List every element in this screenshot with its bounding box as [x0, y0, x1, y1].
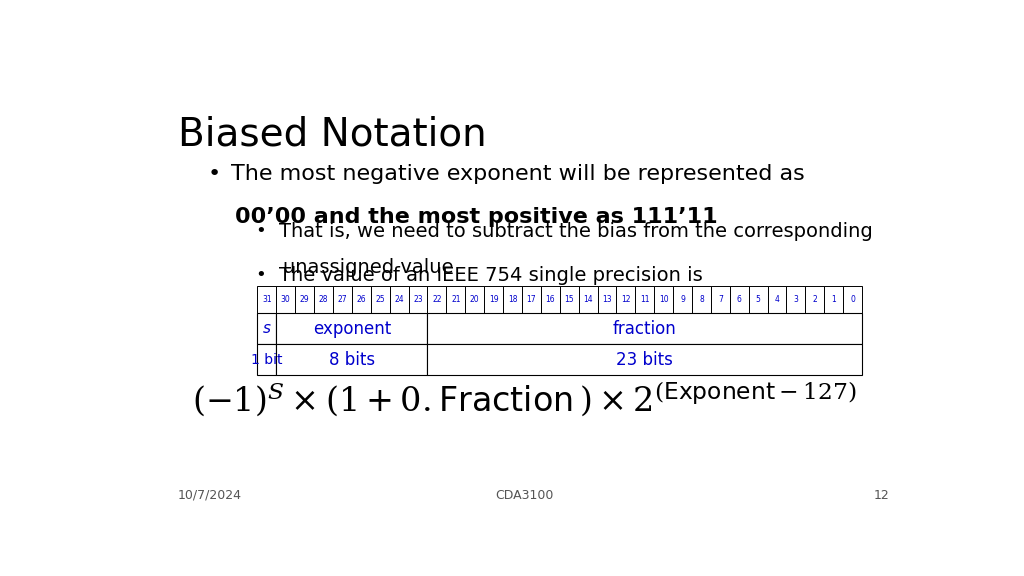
- Bar: [522, 286, 541, 313]
- Text: 20: 20: [470, 295, 479, 304]
- Text: 22: 22: [432, 295, 441, 304]
- Bar: [711, 286, 730, 313]
- Text: •: •: [255, 222, 265, 240]
- Text: 23: 23: [413, 295, 423, 304]
- Text: 23 bits: 23 bits: [616, 351, 673, 369]
- Bar: [409, 286, 427, 313]
- Text: 8: 8: [699, 295, 703, 304]
- Text: Biased Notation: Biased Notation: [178, 116, 486, 154]
- Text: 5: 5: [756, 295, 761, 304]
- Text: 13: 13: [602, 295, 611, 304]
- Text: exponent: exponent: [312, 320, 391, 338]
- Bar: [484, 286, 503, 313]
- Text: 9: 9: [680, 295, 685, 304]
- Bar: [276, 286, 295, 313]
- Bar: [427, 286, 446, 313]
- Text: 00’00 and the most positive as 111’11: 00’00 and the most positive as 111’11: [236, 207, 718, 226]
- Bar: [541, 286, 560, 313]
- Bar: [276, 344, 427, 375]
- Text: 0: 0: [850, 295, 855, 304]
- Bar: [352, 286, 371, 313]
- Text: 21: 21: [451, 295, 461, 304]
- Bar: [427, 344, 862, 375]
- Text: 2: 2: [812, 295, 817, 304]
- Bar: [446, 286, 465, 313]
- Bar: [654, 286, 673, 313]
- Bar: [806, 286, 824, 313]
- Text: 8 bits: 8 bits: [329, 351, 375, 369]
- Text: 12: 12: [622, 295, 631, 304]
- Text: 3: 3: [794, 295, 799, 304]
- Bar: [295, 286, 314, 313]
- Text: fraction: fraction: [613, 320, 677, 338]
- Text: CDA3100: CDA3100: [496, 488, 554, 502]
- Bar: [786, 286, 806, 313]
- Bar: [730, 286, 749, 313]
- Text: 1: 1: [831, 295, 837, 304]
- Text: 25: 25: [376, 295, 385, 304]
- Text: The value of an IEEE 754 single precision is: The value of an IEEE 754 single precisio…: [279, 267, 702, 286]
- Text: •: •: [207, 165, 220, 184]
- Bar: [427, 313, 862, 344]
- Text: 14: 14: [584, 295, 593, 304]
- Text: 17: 17: [526, 295, 537, 304]
- Bar: [314, 286, 333, 313]
- Text: 19: 19: [488, 295, 499, 304]
- Text: 31: 31: [262, 295, 271, 304]
- Text: 12: 12: [874, 488, 890, 502]
- Text: •: •: [255, 267, 265, 285]
- Bar: [579, 286, 598, 313]
- Text: 26: 26: [356, 295, 367, 304]
- Bar: [749, 286, 768, 313]
- Text: 10/7/2024: 10/7/2024: [178, 488, 242, 502]
- Text: 27: 27: [338, 295, 347, 304]
- Text: 11: 11: [640, 295, 649, 304]
- Text: 29: 29: [300, 295, 309, 304]
- Text: 30: 30: [281, 295, 291, 304]
- Bar: [276, 313, 427, 344]
- Text: s: s: [263, 321, 270, 336]
- Bar: [465, 286, 484, 313]
- Bar: [768, 286, 786, 313]
- Text: 24: 24: [394, 295, 403, 304]
- Bar: [257, 344, 276, 375]
- Text: 6: 6: [737, 295, 741, 304]
- Text: 1 bit: 1 bit: [251, 353, 283, 367]
- Bar: [824, 286, 843, 313]
- Text: 16: 16: [546, 295, 555, 304]
- Text: 15: 15: [564, 295, 574, 304]
- Text: unassigned value: unassigned value: [283, 257, 454, 276]
- Bar: [333, 286, 352, 313]
- Bar: [371, 286, 390, 313]
- Bar: [503, 286, 522, 313]
- Bar: [390, 286, 409, 313]
- Bar: [560, 286, 579, 313]
- Bar: [692, 286, 711, 313]
- Text: 28: 28: [318, 295, 329, 304]
- Bar: [843, 286, 862, 313]
- Text: 10: 10: [658, 295, 669, 304]
- Bar: [257, 286, 276, 313]
- Text: 18: 18: [508, 295, 517, 304]
- Text: That is, we need to subtract the bias from the corresponding: That is, we need to subtract the bias fr…: [279, 222, 872, 241]
- Text: $(-1)^{S} \times (1 + 0.\mathsf{Fraction}\,) \times 2^{(\mathsf{Exponent}-127)}$: $(-1)^{S} \times (1 + 0.\mathsf{Fraction…: [193, 380, 857, 419]
- Text: 7: 7: [718, 295, 723, 304]
- Bar: [673, 286, 692, 313]
- Bar: [598, 286, 616, 313]
- Text: 4: 4: [774, 295, 779, 304]
- Bar: [635, 286, 654, 313]
- Text: The most negative exponent will be represented as: The most negative exponent will be repre…: [231, 165, 805, 184]
- Bar: [257, 313, 276, 344]
- Bar: [616, 286, 635, 313]
